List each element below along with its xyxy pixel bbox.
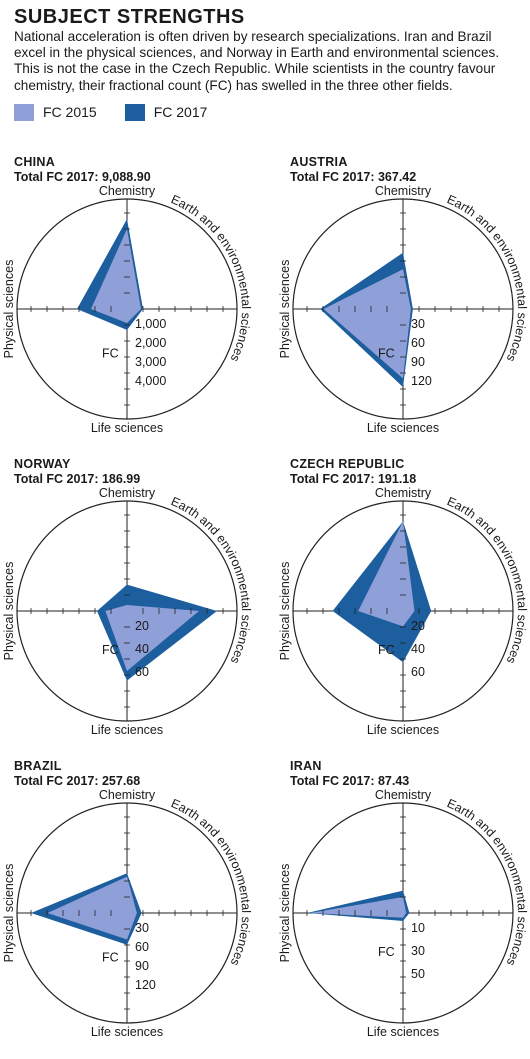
axis-label-life-sciences: Life sciences [367,1025,439,1039]
legend-item-2017: FC 2017 [124,103,208,121]
series-polygon-fc-2015 [358,521,415,627]
axis-label-chemistry: Chemistry [99,184,156,198]
tick-label-1-000: 1,000 [135,317,166,331]
axis-label-earth-text: Earth and environmental sciences [169,192,253,364]
radar-chart-china: 1,000 2,000 3,000 4,000 FC Chemistry Life scie… [2,184,253,435]
axis-label-life-sciences: Life sciences [91,421,163,435]
axis-label-life-sciences: Life sciences [91,723,163,737]
axis-label-physical-sciences: Physical sciences [278,864,292,963]
scale-label-fc: FC [102,951,119,965]
series-polygon-fc-2015 [47,876,137,940]
tick-label-20: 20 [135,619,149,633]
country-name: IRAN [290,759,322,773]
axis-label-physical-sciences: Physical sciences [278,562,292,661]
axis-label-chemistry: Chemistry [375,184,432,198]
radar-chart-czech-republic: 20 40 60 FC Chemistry Life sciences Physical s… [278,486,529,737]
tick-label-120: 120 [135,978,156,992]
panel-iran: IRAN Total FC 2017: 87.43 10 30 50 FC Chemis… [278,759,530,1059]
series-polygon-fc-2015 [91,229,141,323]
intro-text: National acceleration is often driven by… [14,29,500,93]
country-name: NORWAY [14,457,71,471]
legend-label-2017: FC 2017 [153,104,208,120]
tick-label-50: 50 [411,967,425,981]
tick-label-60: 60 [411,665,425,679]
tick-label-90: 90 [135,959,149,973]
axis-label-life-sciences: Life sciences [367,421,439,435]
tick-label-60: 60 [135,665,149,679]
country-name: BRAZIL [14,759,62,773]
panel-china: CHINA Total FC 2017: 9,088.90 1,000 2,000… [2,155,272,455]
scale-label-fc: FC [378,643,395,657]
tick-label-60: 60 [135,940,149,954]
tick-label-40: 40 [411,642,425,656]
tick-label-120: 120 [411,374,432,388]
radar-chart-iran: 10 30 50 FC Chemistry Life sciences Physical s… [278,788,529,1039]
legend-swatch-2017 [124,103,145,121]
axis-label-life-sciences: Life sciences [367,723,439,737]
axis-label-earth-environmental-sciences: Earth and environmental sciences [169,494,253,666]
legend-swatch-2015 [14,103,34,121]
tick-label-90: 90 [411,355,425,369]
tick-label-4-000: 4,000 [135,374,166,388]
radar-chart-norway: 20 40 60 FC Chemistry Life sciences Physical s… [2,486,253,737]
total-fc: Total FC 2017: 9,088.90 [14,170,151,184]
country-name: AUSTRIA [290,155,348,169]
tick-label-20: 20 [411,619,425,633]
axis-label-earth-text: Earth and environmental sciences [445,192,529,364]
country-name: CHINA [14,155,56,169]
axis-label-physical-sciences: Physical sciences [2,864,16,963]
axis-label-chemistry: Chemistry [375,788,432,802]
axis-label-earth-environmental-sciences: Earth and environmental sciences [169,796,253,968]
axis-label-physical-sciences: Physical sciences [2,562,16,661]
axis-label-chemistry: Chemistry [375,486,432,500]
panel-brazil: BRAZIL Total FC 2017: 257.68 30 60 90 120 FC… [2,759,272,1059]
axis-label-chemistry: Chemistry [99,788,156,802]
tick-label-40: 40 [135,642,149,656]
total-fc: Total FC 2017: 367.42 [290,170,417,184]
panel-austria: AUSTRIA Total FC 2017: 367.42 30 60 90 120 F… [278,155,530,455]
scale-label-fc: FC [102,347,119,361]
axis-label-physical-sciences: Physical sciences [2,260,16,359]
total-fc: Total FC 2017: 257.68 [14,774,141,788]
total-fc: Total FC 2017: 191.18 [290,472,417,486]
legend: FC 2015 FC 2017 [14,102,235,122]
axis-label-physical-sciences: Physical sciences [278,260,292,359]
panel-czech-republic: CZECH REPUBLIC Total FC 2017: 191.18 20 4… [278,457,530,757]
series-polygon-fc-2015 [310,897,407,918]
tick-label-30: 30 [411,317,425,331]
tick-label-10: 10 [411,921,425,935]
tick-label-30: 30 [135,921,149,935]
axis-label-earth-environmental-sciences: Earth and environmental sciences [445,494,529,666]
total-fc: Total FC 2017: 186.99 [14,472,141,486]
series-polygon-fc-2015 [105,605,199,671]
tick-label-2-000: 2,000 [135,336,166,350]
axis-label-earth-environmental-sciences: Earth and environmental sciences [169,192,253,364]
legend-label-2015: FC 2015 [43,104,97,120]
legend-item-2015: FC 2015 [14,103,97,121]
series-polygon-fc-2015 [323,269,411,379]
axis-label-earth-text: Earth and environmental sciences [445,494,529,666]
axis-label-earth-text: Earth and environmental sciences [445,796,529,968]
total-fc: Total FC 2017: 87.43 [290,774,410,788]
radar-chart-austria: 30 60 90 120 FC Chemistry Life sciences Physica… [278,184,529,435]
scale-label-fc: FC [378,945,395,959]
axis-label-earth-text: Earth and environmental sciences [169,796,253,968]
scale-label-fc: FC [378,347,395,361]
tick-label-30: 30 [411,944,425,958]
axis-label-earth-environmental-sciences: Earth and environmental sciences [445,796,529,968]
scale-label-fc: FC [102,643,119,657]
axis-label-life-sciences: Life sciences [91,1025,163,1039]
tick-label-60: 60 [411,336,425,350]
panel-norway: NORWAY Total FC 2017: 186.99 20 40 60 FC Che… [2,457,272,757]
tick-label-3-000: 3,000 [135,355,166,369]
axis-label-earth-environmental-sciences: Earth and environmental sciences [445,192,529,364]
axis-label-earth-text: Earth and environmental sciences [169,494,253,666]
axis-label-chemistry: Chemistry [99,486,156,500]
page-title: SUBJECT STRENGTHS [14,6,245,28]
country-name: CZECH REPUBLIC [290,457,405,471]
radar-chart-brazil: 30 60 90 120 FC Chemistry Life sciences Physica… [2,788,253,1039]
